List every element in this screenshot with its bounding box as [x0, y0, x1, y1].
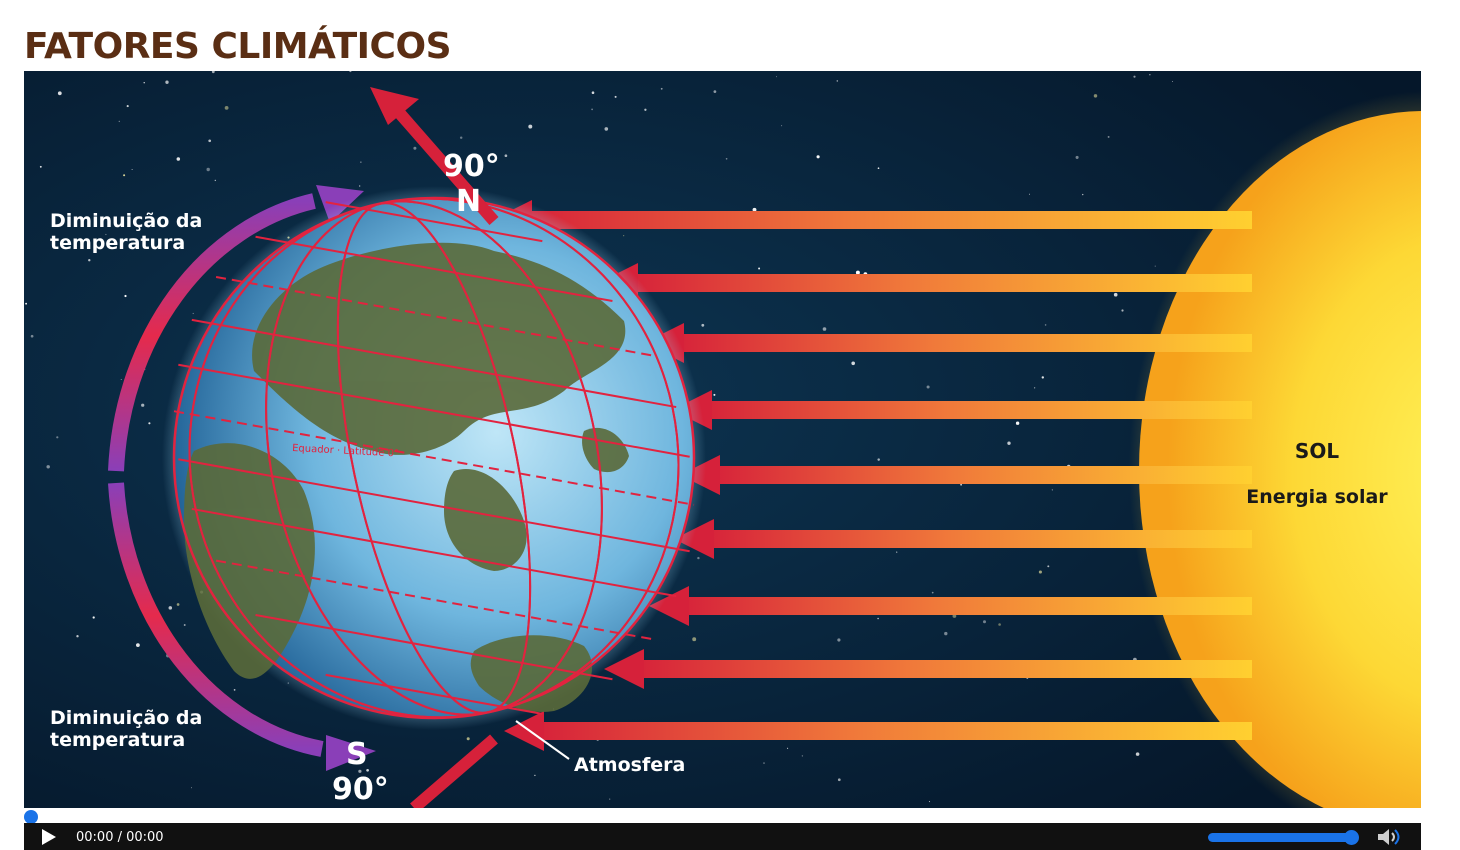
left-bottom-label-line2: temperatura: [50, 729, 185, 751]
video-poster[interactable]: 90° N S 90° Diminuição da temperatura Di…: [24, 71, 1421, 808]
starfield: [25, 71, 1173, 803]
bottom-degree-label: 90°: [332, 772, 389, 807]
solar-rays: [492, 200, 1252, 751]
left-top-label-line1: Diminuição da: [50, 210, 202, 232]
svg-text:Diminuição da temperatur: Diminuição da temperatura: [50, 210, 209, 254]
axis-arrows: [370, 87, 499, 808]
top-degree-label: 90°: [443, 149, 500, 184]
play-button[interactable]: [38, 828, 58, 846]
progress-bar[interactable]: [24, 808, 1421, 823]
speaker-icon: [1378, 829, 1400, 845]
play-icon: [42, 829, 56, 845]
sun-title: SOL: [1295, 439, 1339, 463]
control-bar: 00:00 / 00:00: [24, 823, 1421, 850]
atmosphere-pointer: [515, 720, 570, 760]
left-top-label-line2: temperatura: [50, 232, 185, 254]
left-bottom-label-line1: Diminuição da: [50, 707, 202, 729]
north-pole-label: N: [456, 184, 481, 219]
volume-slider[interactable]: [1208, 830, 1359, 845]
earth-globe: [162, 186, 706, 730]
volume-handle[interactable]: [1344, 830, 1359, 845]
page-title: FATORES CLIMÁTICOS: [24, 26, 452, 67]
volume-button[interactable]: [1376, 827, 1404, 847]
atmosphere-label: Atmosfera: [574, 754, 685, 776]
sun-subtitle: Energia solar: [1246, 486, 1388, 508]
video-player[interactable]: 90° N S 90° Diminuição da temperatura Di…: [24, 71, 1421, 850]
south-pole-label: S: [346, 737, 368, 772]
time-display: 00:00 / 00:00: [76, 830, 164, 845]
progress-handle[interactable]: [24, 810, 38, 824]
svg-text:Diminuição da temperatur: Diminuição da temperatura: [50, 707, 209, 751]
